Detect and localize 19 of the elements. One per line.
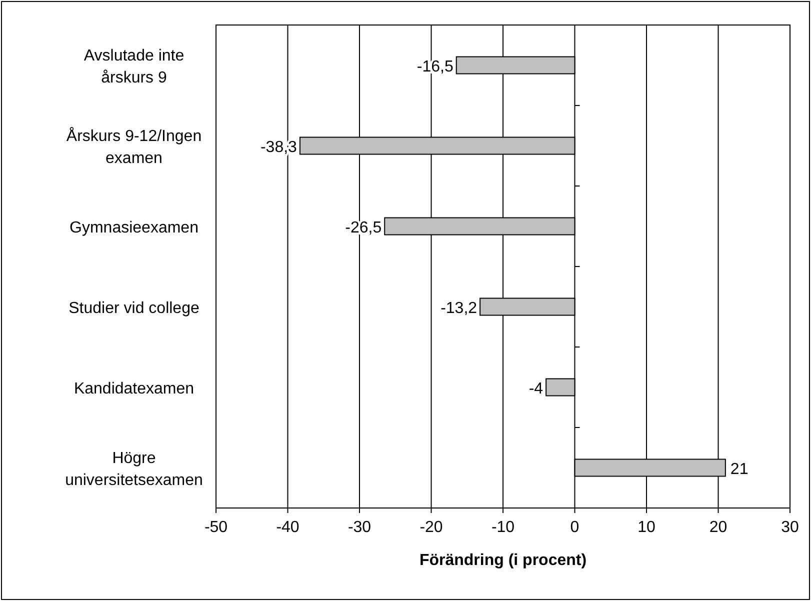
x-axis-title: Förändring (i procent) [419, 552, 587, 569]
data-label: 21 [730, 460, 748, 478]
x-tick-label: 20 [709, 519, 728, 536]
y-tick-label: Gymnasieexamen [70, 219, 198, 236]
y-tick-label: Årskurs 9-12/Ingen examen [66, 126, 202, 167]
x-tick-label: -40 [276, 519, 300, 536]
data-label: -13,2 [440, 300, 478, 317]
y-tick-label: Kandidatexamen [74, 380, 194, 398]
data-label: -4 [528, 380, 544, 398]
x-tick-label: 30 [781, 519, 799, 536]
y-tick-label: Studier vid college [68, 300, 200, 317]
y-tick-label: Avslutade inte årskurs 9 [84, 47, 184, 86]
x-tick-label: -10 [491, 519, 515, 536]
x-tick-label: 0 [570, 519, 580, 536]
x-tick-label: -50 [204, 519, 228, 536]
x-tick-label: -30 [348, 519, 372, 536]
x-tick-label: -20 [420, 519, 443, 536]
x-tick-label: 10 [638, 519, 656, 536]
y-tick-label: Högre universitetsexamen [65, 450, 203, 489]
